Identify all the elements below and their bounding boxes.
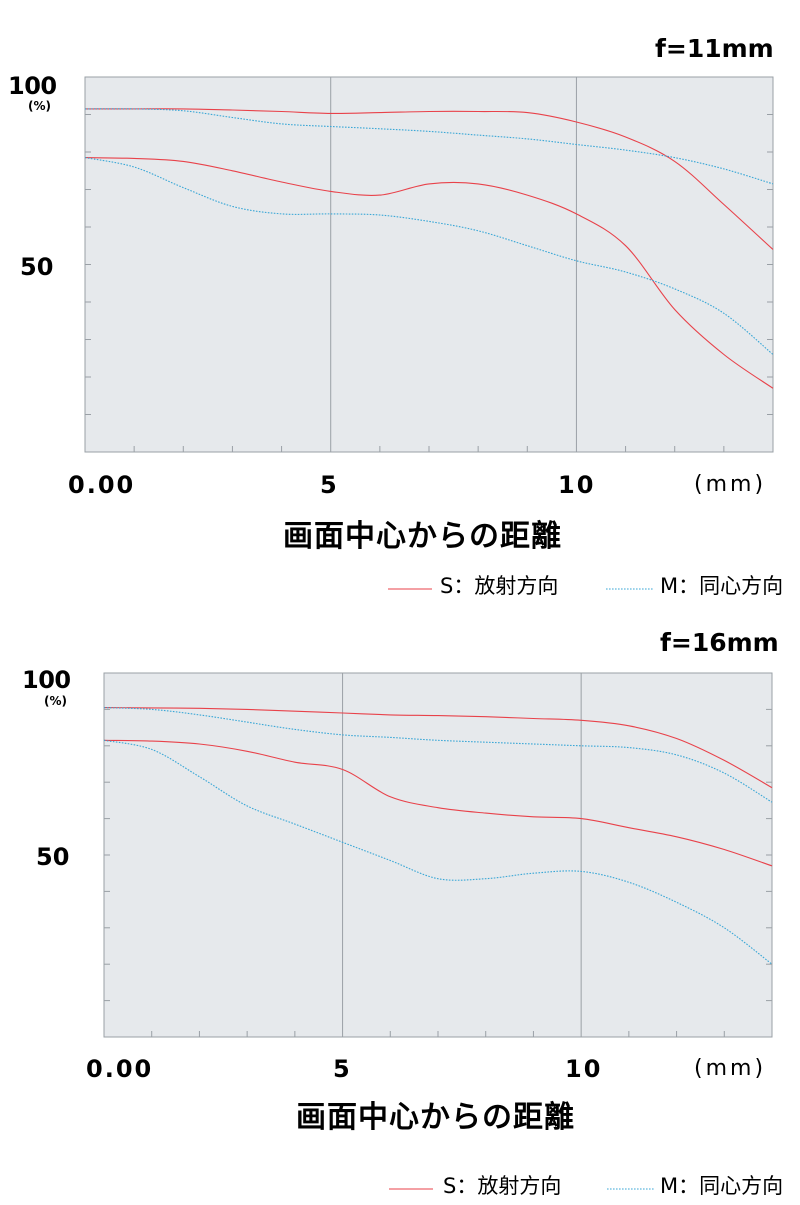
y-unit-label: (%) [28,99,51,113]
meridional-curve-3 [103,739,773,965]
sagittal-curve-1 [103,739,773,867]
sagittal-curve-1 [84,157,774,389]
y-tick-50: 50 [20,253,54,281]
x-tick-0: 0.00 [68,471,136,499]
y-unit-label: (%) [44,694,67,708]
meridional-curve-3 [84,157,774,355]
x-tick-10: 10 [565,1055,603,1083]
x-unit-label: (mm) [694,472,767,497]
x-unit-label: (mm) [694,1056,767,1081]
meridional-curve-2 [84,108,774,185]
mtf-chart-f11: f=11mm 100 (%) 50 0.00 5 10 (mm) 画面中心からの… [0,0,800,600]
y-tick-100: 100 [22,666,71,694]
plot-area [103,672,773,1038]
x-tick-10: 10 [558,471,596,499]
mtf-chart-f16: f=16mm 100 (%) 50 0.00 5 10 (mm) 画面中心からの… [0,600,800,1200]
chart-title: f=11mm [655,34,774,63]
legend-sagittal-label: S：放射方向 [440,574,559,598]
x-axis-title: 画面中心からの距離 [296,1100,575,1135]
legend-meridional-label: M：同心方向 [660,574,784,598]
x-tick-0: 0.00 [86,1055,154,1083]
y-tick-50: 50 [36,843,70,871]
chart-title: f=16mm [660,628,779,657]
sagittal-curve-0 [103,707,773,789]
x-tick-5: 5 [333,1055,352,1083]
x-tick-5: 5 [320,471,339,499]
meridional-curve-2 [103,707,773,803]
x-axis-title: 画面中心からの距離 [283,519,562,554]
sagittal-curve-0 [85,108,774,250]
plot-area [84,76,774,453]
legend-sagittal-label: S：放射方向 [443,1174,562,1198]
y-tick-100: 100 [8,72,57,100]
mtf-plot-f16 [103,672,773,1190]
mtf-plot-f11 [84,76,774,590]
legend-meridional-label: M：同心方向 [660,1174,784,1198]
